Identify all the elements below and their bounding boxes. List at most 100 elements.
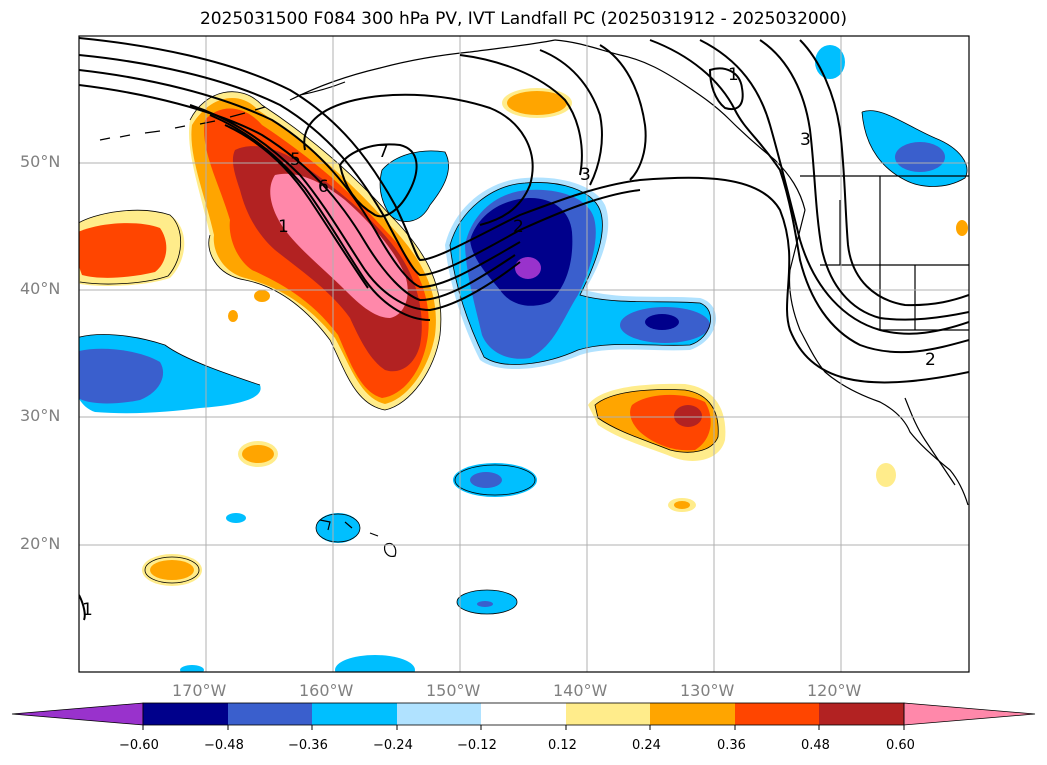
contour-ridge-east-1 [459,54,583,176]
colorbar-tick-label: 0.48 [801,738,830,753]
pv-positive-tiny-3-orange [674,501,690,509]
colorbar-segment [228,703,312,725]
contour-label: 2 [513,217,524,237]
pv-negative-bottom-left-cyan [180,665,204,672]
pv-negative-southwest-blue [477,601,493,607]
lon-label-140w: 140°W [553,681,608,700]
colorbar-tick-label: 0.60 [886,738,915,753]
colorbar-tick-label: −0.36 [288,738,328,753]
colorbar [11,702,1036,730]
outline-negative-south [454,464,536,496]
colorbar-segment [481,703,566,725]
outline-positive-south [594,389,719,453]
pv-negative-bottom-cyan [335,655,415,672]
colorbar-tick-label: −0.24 [373,738,413,753]
coastline-alaska-peninsula [289,39,556,101]
lon-label-150w: 150°W [426,681,481,700]
contour-small-loop [708,67,744,110]
colorbar-segment [397,703,481,725]
pv-negative-tiny [226,513,246,523]
contour-east-coast-2 [699,39,969,335]
contour-trough-7 [224,124,369,289]
outline-positive-streak [189,91,442,411]
contour-trough-4 [79,84,516,302]
colorbar-segment [735,703,819,725]
ivt-contours [79,37,969,621]
pv-positive-east-edge [956,220,968,236]
contour-trough-3 [79,69,521,289]
pv-positive-south-darkred [674,405,702,427]
colorbar-segment [312,703,397,725]
lon-label-130w: 130°W [680,681,735,700]
pv-positive-tiny-2 [254,290,270,302]
outline-negative-southwest [456,589,518,615]
lon-label-160w: 160°W [299,681,354,700]
pv-negative-northeast-lobe-blue [895,142,945,172]
contour-label: 7 [378,142,389,162]
lon-label-170w: 170°W [172,681,227,700]
contour-trough-1 [79,37,969,384]
colorbar-tick-label: 0.36 [717,738,746,753]
hawaii-island-1 [319,519,331,531]
pv-negative-north-cyan [380,150,449,222]
coastline-aleutians [99,106,266,141]
colorbar-tick-label: 0.12 [548,738,577,753]
colorbar-segment [650,703,735,725]
contour-east-coast-4 [799,39,969,307]
colorbar-segment [819,703,904,725]
lat-label-40n: 40°N [20,279,61,298]
lat-label-20n: 20°N [20,534,61,553]
contour-ridge-east-2 [539,49,603,186]
colorbar-frame [142,702,905,726]
contour-ridge-east-3 [599,44,647,181]
outline-negative-west [79,334,261,386]
colorbar-tick-label: −0.60 [119,738,159,753]
colorbar-segment [143,703,228,725]
pv-negative-east-navy [645,314,679,330]
contour-label: 1 [728,65,739,85]
pv-positive-west-red [79,223,167,278]
contour-label: 1 [82,600,93,620]
pv-negative-main-core [515,257,541,279]
pv-negative-west-blue [79,348,164,404]
outline-negative-northeast [861,110,968,187]
coastline-baja [904,397,956,486]
colorbar-tick-label: −0.12 [457,738,497,753]
graticule [79,36,969,672]
pv-positive-southwest-orange [150,560,194,580]
contour-label-group: 7 5 6 1 2 3 1 3 2 1 [82,65,936,620]
colorbar-tick-label: −0.48 [204,738,244,753]
pv-positive-small-orange [242,445,274,463]
pv-anomaly-shading [79,45,968,672]
contour-closed-low-inner [338,143,418,218]
outline-positive-southwest [144,556,200,584]
colorbar-extend-left [11,702,144,726]
colorbar-extend-right [903,702,1036,726]
outline-negative-hawaii [315,513,361,543]
contour-trough-5 [189,104,521,312]
contour-east-coast-3 [759,39,969,321]
pv-positive-north-orange [507,91,567,115]
contour-label: 3 [800,130,811,150]
lat-label-50n: 50°N [20,152,61,171]
pv-positive-tiny-4 [876,463,896,487]
contour-western-edge [79,594,86,621]
colorbar-tick-label: 0.24 [632,738,661,753]
hawaii-island-4 [383,542,397,557]
contour-label: 2 [925,350,936,370]
anomaly-outlines [79,91,968,615]
pv-negative-hawaii-cyan [316,513,360,543]
colorbar-segment [566,703,650,725]
lon-label-120w: 120°W [807,681,862,700]
outline-negative-north [379,150,449,222]
lat-label-30n: 30°N [20,406,61,425]
contour-label: 3 [580,165,591,185]
pv-positive-tiny-1 [228,310,238,322]
map-title: 2025031500 F084 300 hPa PV, IVT Landfall… [199,9,847,29]
contour-trough-6 [209,114,431,321]
hawaii-island-3 [369,532,379,537]
outline-positive-west [79,209,182,285]
map-frame [78,35,970,673]
contour-closed-low [303,93,534,226]
